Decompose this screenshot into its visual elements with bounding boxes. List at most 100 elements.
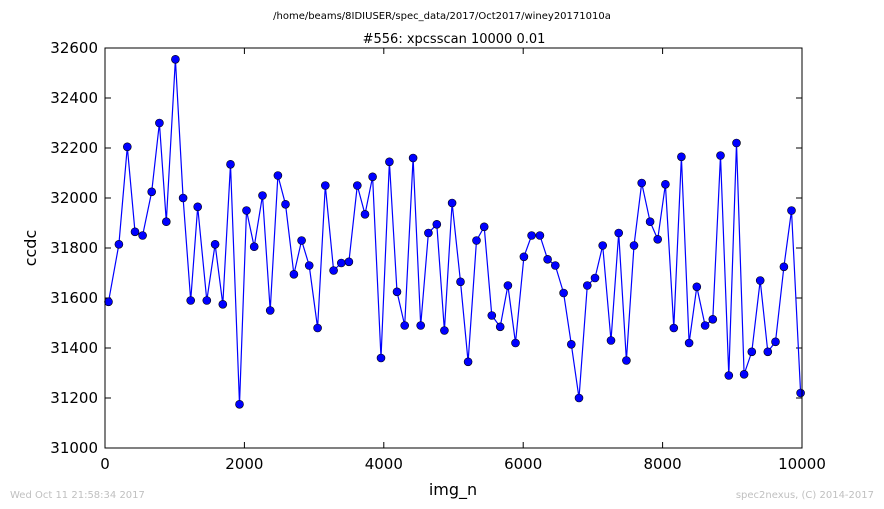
axes-frame — [104, 47, 803, 449]
data-point — [535, 231, 545, 240]
y-tick-label: 32200 — [50, 139, 98, 157]
data-point — [281, 200, 290, 209]
data-point — [178, 193, 188, 203]
tick-layer: 0 2000 4000 6000 8000 10000 31000 31200 31400 316… — [50, 39, 826, 473]
data-point — [385, 157, 394, 167]
data-point — [162, 217, 171, 226]
data-point — [487, 311, 497, 320]
data-point — [684, 338, 694, 348]
y-tick-label: 31200 — [50, 389, 98, 407]
y-tick-label: 31400 — [50, 339, 98, 357]
data-point — [763, 347, 773, 357]
data-point — [235, 399, 244, 409]
data-point — [147, 187, 156, 197]
y-axis-label: ccdc — [21, 230, 40, 267]
data-point — [226, 160, 235, 169]
x-tick-label: 6000 — [504, 455, 542, 473]
data-point — [123, 142, 132, 152]
data-point — [724, 371, 734, 380]
data-point — [352, 181, 362, 190]
data-point — [432, 220, 442, 229]
y-tick-label: 32400 — [50, 89, 98, 107]
y-tick-label: 32600 — [50, 39, 98, 57]
timestamp-footer: Wed Oct 11 21:58:34 2017 — [10, 490, 145, 501]
data-point — [622, 356, 631, 365]
data-point — [249, 242, 259, 251]
data-point — [258, 191, 267, 200]
data-point — [669, 323, 679, 333]
data-point — [304, 261, 314, 270]
data-point — [171, 54, 180, 64]
data-point — [677, 152, 686, 162]
data-point — [265, 306, 275, 315]
data-point — [440, 326, 449, 335]
x-tick-label: 10000 — [778, 455, 826, 473]
data-point — [360, 210, 370, 219]
data-point — [210, 240, 220, 249]
data-point — [456, 277, 465, 287]
data-point — [186, 296, 195, 305]
data-point — [692, 282, 702, 292]
data-point — [559, 288, 568, 298]
chart-title: #556: xpcsscan 10000 0.01 — [363, 32, 546, 47]
x-tick-label: 4000 — [365, 455, 403, 473]
data-point — [408, 153, 418, 163]
data-point — [472, 236, 481, 245]
plot-area — [104, 54, 805, 409]
x-axis-label: img_n — [429, 480, 477, 500]
y-tick-label: 31000 — [50, 439, 98, 457]
figure-suptitle: /home/beams/8IDIUSER/spec_data/2017/Oct2… — [273, 11, 611, 22]
data-point — [590, 273, 600, 283]
data-point — [416, 321, 426, 330]
data-point — [519, 252, 529, 262]
data-point — [574, 393, 584, 403]
data-point — [336, 258, 346, 268]
y-tick-label: 32000 — [50, 189, 98, 207]
data-point — [796, 388, 805, 398]
data-point — [155, 118, 164, 128]
data-point — [732, 138, 741, 148]
data-point — [329, 266, 338, 275]
y-tick-label: 31600 — [50, 289, 98, 307]
data-point — [392, 287, 402, 297]
data-point — [297, 236, 306, 245]
data-point — [614, 228, 624, 238]
data-point — [771, 337, 780, 347]
data-point — [289, 269, 299, 279]
data-point — [716, 151, 725, 160]
data-point — [503, 281, 513, 290]
x-tick-label: 8000 — [644, 455, 682, 473]
data-point — [313, 323, 322, 333]
data-point — [598, 241, 608, 250]
data-point — [273, 171, 283, 180]
data-point — [242, 206, 251, 215]
data-point — [527, 231, 536, 240]
data-point — [368, 172, 377, 182]
data-point — [479, 222, 489, 232]
data-point — [566, 339, 576, 349]
data-point — [114, 240, 124, 249]
data-point — [104, 297, 113, 307]
data-point — [550, 261, 560, 270]
data-point — [218, 299, 228, 309]
data-point — [700, 321, 710, 330]
data-point — [661, 180, 670, 189]
data-point — [582, 281, 592, 290]
data-point — [400, 321, 410, 330]
data-point — [130, 227, 140, 237]
data-point — [376, 353, 386, 363]
data-point — [606, 336, 616, 345]
credit-footer: spec2nexus, (C) 2014-2017 — [736, 490, 874, 501]
data-point — [511, 338, 520, 348]
data-point — [755, 276, 765, 285]
data-point — [138, 231, 147, 240]
data-point — [344, 257, 354, 267]
data-point — [779, 262, 789, 272]
data-point — [424, 228, 433, 238]
data-point — [495, 322, 505, 332]
data-point — [629, 241, 639, 250]
data-point — [739, 369, 749, 379]
x-tick-label: 0 — [100, 455, 110, 473]
data-point — [708, 314, 718, 324]
